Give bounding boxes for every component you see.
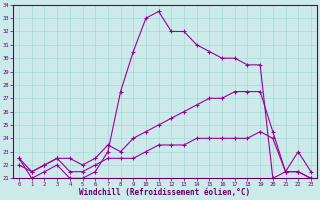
X-axis label: Windchill (Refroidissement éolien,°C): Windchill (Refroidissement éolien,°C) <box>79 188 251 197</box>
